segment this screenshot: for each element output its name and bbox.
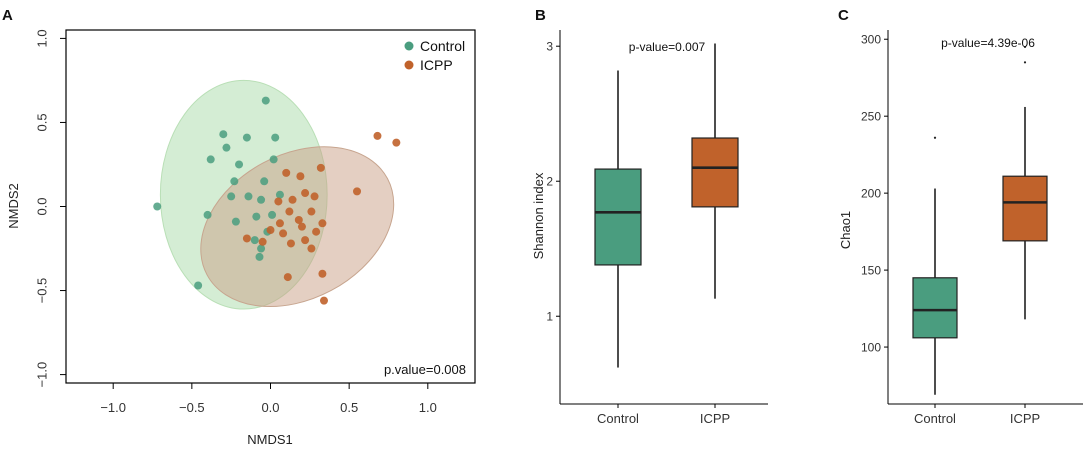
- point-icpp: [307, 207, 316, 216]
- panel-b: B 1 2 3 Control ICPP Shannon index p-value=0…: [531, 7, 768, 426]
- point-control: [227, 192, 236, 201]
- y-tick-label: 0.5: [35, 113, 50, 131]
- point-control: [231, 217, 240, 226]
- point-control: [230, 177, 239, 186]
- point-control: [269, 155, 278, 164]
- x-tick-label: Control: [914, 411, 956, 426]
- y-tick-label: 1.0: [35, 29, 50, 47]
- panel-a-p-value: p.value=0.008: [384, 362, 466, 377]
- x-tick-label: −0.5: [179, 400, 205, 415]
- panel-c: C 100 150 200 250 300 Control ICPP Chao1 p-val…: [838, 7, 1083, 426]
- point-icpp: [266, 226, 275, 235]
- point-icpp: [316, 163, 325, 172]
- point-icpp: [310, 192, 319, 201]
- panel-c-y-axis-label: Chao1: [838, 211, 853, 249]
- point-control: [244, 192, 253, 201]
- y-tick-label: 200: [861, 186, 881, 200]
- point-icpp: [353, 187, 362, 196]
- point-icpp: [373, 131, 382, 140]
- y-tick-label: 1: [546, 309, 553, 323]
- point-icpp: [282, 168, 291, 177]
- panel-a-y-axis-label: NMDS2: [6, 183, 21, 229]
- point-control: [252, 212, 261, 221]
- panel-b-letter: B: [535, 7, 546, 24]
- point-control: [268, 210, 277, 219]
- point-control: [222, 143, 231, 152]
- point-control: [260, 177, 269, 186]
- point-icpp: [283, 273, 292, 282]
- point-icpp: [318, 269, 327, 278]
- point-control: [206, 155, 215, 164]
- box-control: [912, 277, 958, 339]
- y-tick-label: 2: [546, 174, 553, 188]
- point-control: [219, 130, 228, 139]
- x-tick-label: 1.0: [419, 400, 437, 415]
- panel-a-x-axis-label: NMDS1: [247, 432, 293, 447]
- panel-a: A −1.0 −0.5 0.0 0.5 1.0 −1.0 −0.5 0.0 0.5 1.0 NM…: [2, 7, 476, 447]
- point-control: [153, 202, 162, 211]
- point-icpp: [242, 234, 251, 243]
- y-tick-label: 300: [861, 32, 881, 46]
- point-icpp: [275, 219, 284, 228]
- point-icpp: [318, 219, 327, 228]
- y-tick-label: 250: [861, 109, 881, 123]
- point-icpp: [286, 239, 295, 248]
- point-control: [257, 244, 266, 253]
- point-icpp: [279, 229, 288, 238]
- box-icpp: [1002, 175, 1048, 242]
- x-tick-label: 0.0: [261, 400, 279, 415]
- x-tick-label: Control: [597, 411, 639, 426]
- point-control: [250, 236, 259, 245]
- panel-a-legend: Control ICPP: [404, 38, 465, 73]
- y-tick-label: 3: [546, 39, 553, 53]
- point-icpp: [274, 197, 283, 206]
- point-icpp: [285, 207, 294, 216]
- y-tick-label: 0.0: [35, 197, 50, 215]
- legend-icpp-label: ICPP: [420, 57, 453, 73]
- point-control: [275, 190, 284, 199]
- point-icpp: [392, 138, 401, 147]
- point-icpp: [319, 296, 328, 305]
- legend-control-marker: [404, 41, 414, 51]
- point-icpp: [258, 237, 267, 246]
- point-icpp: [312, 227, 321, 236]
- panel-b-y-axis-label: Shannon index: [531, 172, 546, 259]
- legend-control-label: Control: [420, 38, 465, 54]
- point-control: [235, 160, 244, 169]
- point-control: [257, 195, 266, 204]
- panel-a-letter: A: [2, 7, 13, 24]
- ellipse-icpp: [200, 146, 395, 308]
- point-icpp: [288, 195, 297, 204]
- panel-c-p-value: p-value=4.39e-06: [941, 36, 1035, 50]
- panel-c-letter: C: [838, 7, 849, 24]
- y-tick-label: −1.0: [35, 362, 50, 388]
- x-tick-label: ICPP: [700, 411, 730, 426]
- point-control: [261, 96, 270, 105]
- point-icpp: [301, 236, 310, 245]
- point-control: [255, 252, 264, 261]
- point-icpp: [307, 244, 316, 253]
- outlier-point: [1023, 61, 1027, 64]
- point-control: [242, 133, 251, 142]
- point-control: [271, 133, 280, 142]
- y-tick-label: 150: [861, 263, 881, 277]
- outlier-point: [933, 136, 937, 139]
- panel-b-p-value: p-value=0.007: [629, 40, 706, 54]
- box-control: [594, 168, 642, 266]
- point-control: [203, 210, 212, 219]
- x-tick-label: ICPP: [1010, 411, 1040, 426]
- point-icpp: [301, 189, 310, 198]
- point-control: [194, 281, 203, 290]
- x-tick-label: 0.5: [340, 400, 358, 415]
- point-icpp: [296, 172, 305, 181]
- legend-icpp-marker: [404, 60, 414, 70]
- point-icpp: [297, 222, 306, 231]
- y-tick-label: −0.5: [35, 278, 50, 304]
- outlier-point: [1023, 45, 1027, 49]
- x-tick-label: −1.0: [100, 400, 126, 415]
- point-icpp: [294, 215, 303, 224]
- box-icpp: [691, 137, 739, 208]
- y-tick-label: 100: [861, 340, 881, 354]
